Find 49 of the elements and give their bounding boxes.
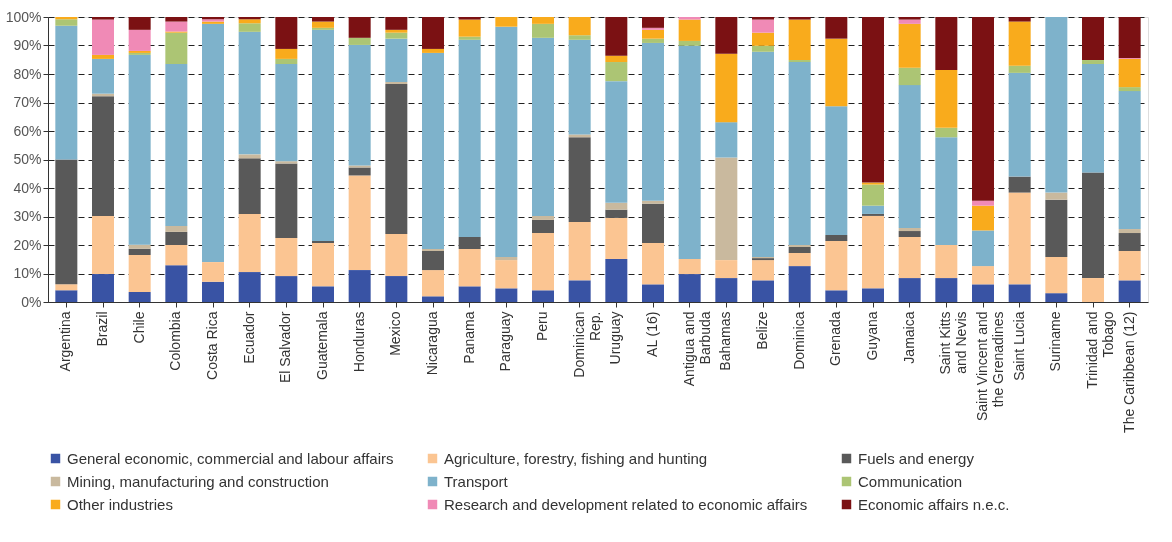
legend-label: Mining, manufacturing and construction: [67, 472, 329, 490]
x-tick-label: Chile: [130, 311, 147, 344]
x-tick-label: Bahamas: [717, 311, 734, 371]
legend-label: Communication: [858, 472, 963, 490]
x-tick-label: Grenada: [827, 311, 844, 366]
x-tick-label: El Salvador: [277, 311, 294, 384]
y-tick-label: 30%: [13, 208, 42, 224]
y-tick-label: 100%: [5, 8, 42, 25]
x-tick-label: Ecuador: [240, 311, 257, 364]
legend-label: General economic, commercial and labour affairs: [67, 449, 394, 467]
x-tick-label: Uruguay: [607, 311, 624, 365]
y-tick-label: 90%: [13, 37, 42, 53]
x-tick-label: Trinidad and Tobago: [1084, 311, 1116, 389]
y-tick-label: 80%: [13, 65, 42, 82]
x-tick-label: Paraguay: [497, 311, 514, 372]
x-tick-label: Jamaica: [900, 311, 917, 364]
x-tick-label: Mexico: [387, 311, 404, 356]
y-tick-label: 70%: [13, 94, 42, 110]
legend-label: Fuels and energy: [858, 449, 975, 467]
x-tick-label: Saint Kitts and Nevis: [937, 311, 970, 375]
y-tick-label: 40%: [13, 179, 42, 196]
x-tick-label: Suriname: [1047, 311, 1064, 372]
y-tick-label: 20%: [13, 236, 42, 253]
legend-label: Agriculture, forestry, fishing and hunting: [444, 449, 708, 467]
legend-label: Transport: [444, 472, 509, 490]
x-tick-label: Brazil: [94, 311, 110, 347]
y-tick-label: 60%: [13, 122, 42, 139]
x-tick-label: Colombia: [167, 311, 184, 371]
y-tick-label: 50%: [13, 151, 42, 167]
legend-label: Research and development related to economic affairs: [444, 495, 808, 513]
x-tick-label: Guyana: [864, 311, 880, 361]
x-tick-label: Belize: [754, 311, 770, 350]
x-tick-label: Panama: [460, 311, 477, 364]
x-tick-label: Saint Lucia: [1010, 311, 1027, 381]
x-tick-label: Dominica: [790, 311, 807, 370]
x-tick-label: Guatemala: [314, 311, 330, 380]
y-tick-label: 10%: [13, 265, 42, 281]
x-tick-label: Nicaragua: [424, 311, 440, 376]
x-tick-label: Dominican Rep.: [570, 311, 603, 378]
legend-label: Other industries: [67, 495, 173, 513]
legend-label: Economic affairs n.e.c.: [858, 495, 1010, 513]
x-tick-label: Costa Rica: [204, 311, 220, 380]
x-tick-label: Honduras: [350, 311, 367, 373]
y-tick-label: 0%: [21, 293, 42, 310]
x-tick-label: Argentina: [57, 311, 74, 372]
x-tick-label: Antigua and Barbuda: [680, 311, 713, 387]
x-tick-label: The Caribbean (12): [1120, 311, 1137, 433]
x-tick-label: Peru: [534, 311, 550, 342]
x-tick-label: AL (16): [644, 311, 660, 357]
